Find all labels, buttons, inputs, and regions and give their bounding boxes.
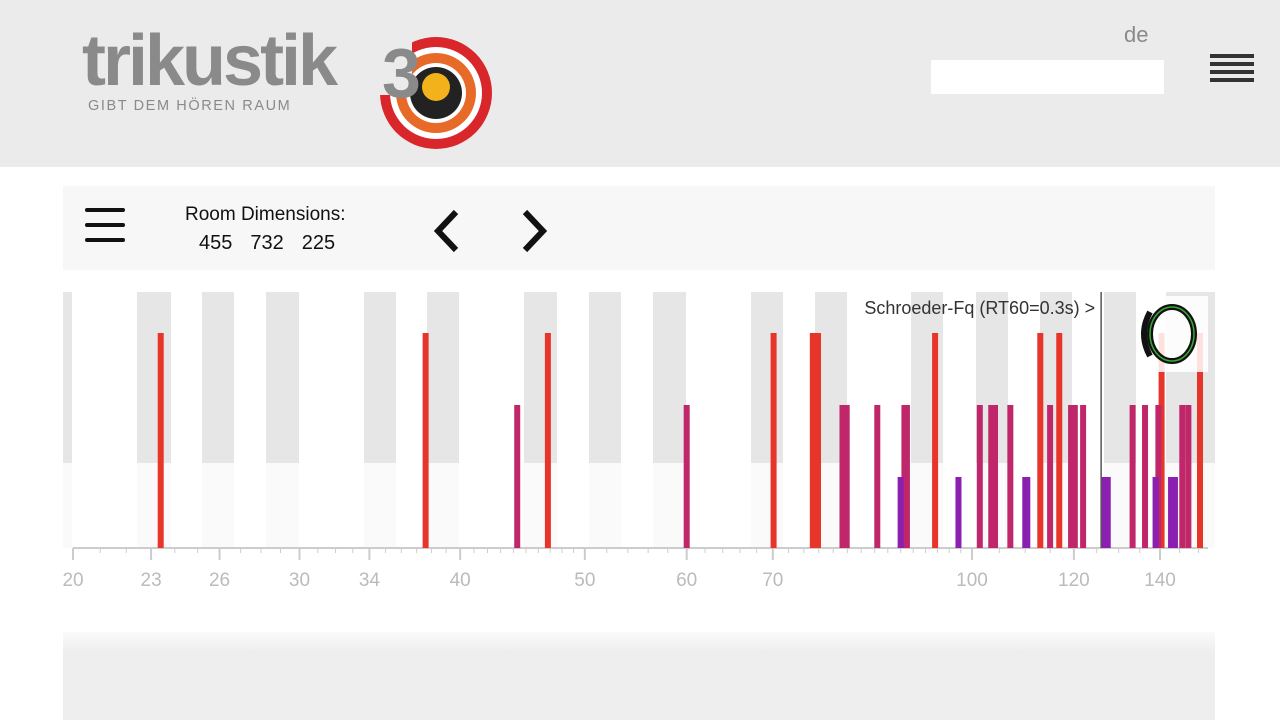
mode-bar-axial (157, 333, 164, 548)
schroeder-label: Schroeder-Fq (RT60=0.3s) > (864, 298, 1095, 318)
trikustik-logo[interactable]: trikustik GIBT DEM HÖREN RAUM 3 (82, 21, 492, 150)
mode-bar-tangential (1068, 405, 1075, 548)
mode-bar-tangential (1185, 405, 1192, 548)
mode-bar-oblique (1024, 477, 1031, 548)
key-band-lower (653, 463, 686, 548)
mode-bar-tangential (992, 405, 999, 548)
mode-bar-tangential (903, 405, 910, 548)
key-band (1040, 292, 1072, 463)
main-menu-icon[interactable] (1210, 54, 1254, 90)
hamburger-menu-icon[interactable] (85, 208, 125, 250)
mode-bar-tangential (1129, 405, 1136, 548)
mode-bar-tangential (683, 405, 690, 548)
mode-bar-tangential (514, 405, 521, 548)
room-modes-chart: 20 23 26 30 34 40 50 60 70 100 120 140 Schroeder-Fq … (63, 292, 1215, 591)
logo-tagline: GIBT DEM HÖREN RAUM (88, 98, 292, 114)
x-tick-label: 26 (209, 570, 230, 591)
key-band (751, 292, 783, 463)
key-band (137, 292, 171, 463)
key-band (364, 292, 396, 463)
key-band-lower (1040, 463, 1072, 548)
logo-digit: 3 (382, 35, 421, 112)
x-tick-label: 40 (450, 570, 471, 591)
x-tick-label: 100 (956, 570, 988, 591)
key-band (589, 292, 621, 463)
refresh-spinner-icon[interactable] (1136, 296, 1208, 372)
mode-bar-tangential (988, 405, 995, 548)
mode-bar-oblique (955, 477, 962, 548)
key-band-lower (364, 463, 396, 548)
mode-bar-axial (1037, 333, 1044, 548)
key-band-lower (589, 463, 621, 548)
key-band-lower (137, 463, 171, 548)
room-toolbar: Room Dimensions: 455 732 225 (63, 186, 1215, 270)
x-tick-label: 140 (1144, 570, 1176, 591)
mode-bar-oblique (1104, 477, 1111, 548)
mode-bar-axial (1197, 333, 1204, 548)
mode-bar-axial (770, 333, 777, 548)
mode-bar-oblique (1152, 477, 1159, 548)
mode-bar-axial (1056, 333, 1063, 548)
dimension-width[interactable]: 732 (250, 232, 284, 254)
dimension-height[interactable]: 225 (301, 232, 336, 254)
key-band (653, 292, 686, 463)
content-section (63, 632, 1215, 720)
mode-bar-tangential (1142, 405, 1149, 548)
mode-bar-axial (544, 333, 551, 548)
mode-bar-oblique (1171, 477, 1178, 548)
key-band-lower (524, 463, 557, 548)
key-band (524, 292, 557, 463)
key-band-lower (751, 463, 783, 548)
mode-bar-tangential (839, 405, 846, 548)
key-band (266, 292, 299, 463)
x-tick-label: 50 (574, 570, 595, 591)
mode-bar-tangential (874, 405, 881, 548)
logo-circles-icon: 3 (372, 35, 492, 149)
language-switch[interactable]: de (1124, 22, 1149, 47)
key-band (202, 292, 234, 463)
key-band-lower (427, 463, 459, 548)
next-arrow-icon[interactable] (513, 206, 553, 256)
x-tick-label: 23 (141, 570, 162, 591)
mode-bar-axial (809, 333, 816, 548)
mode-bar-oblique (1168, 477, 1175, 548)
key-band-lower (266, 463, 299, 548)
mode-bar-oblique (1101, 477, 1108, 548)
mode-bar-tangential (843, 405, 850, 548)
key-band (427, 292, 459, 463)
key-band-lower (202, 463, 234, 548)
logo-wordmark: trikustik (82, 21, 338, 101)
x-tick-label: 120 (1058, 570, 1090, 591)
room-dimensions-values: 455 732 225 (199, 232, 353, 255)
mode-bar-tangential (1155, 405, 1162, 548)
loading-overlay (1136, 296, 1208, 372)
site-header: trikustik GIBT DEM HÖREN RAUM 3 de (0, 0, 1280, 167)
key-band-lower (911, 463, 943, 548)
x-tick-label: 34 (359, 570, 381, 591)
mode-bar-tangential (1047, 405, 1054, 548)
mode-bar-axial (814, 333, 821, 548)
mode-bar-axial (932, 333, 939, 548)
room-dimensions-label: Room Dimensions: (185, 204, 346, 225)
x-tick-label: 60 (676, 570, 697, 591)
mode-bar-tangential (1071, 405, 1078, 548)
mode-bar-axial (422, 333, 429, 548)
key-band (63, 292, 72, 463)
mode-bar-oblique (897, 477, 904, 548)
x-tick-label: 30 (289, 570, 310, 591)
mode-bar-tangential (1080, 405, 1087, 548)
dimension-length[interactable]: 455 (199, 232, 233, 254)
mode-bar-tangential (1179, 405, 1186, 548)
mode-bar-tangential (1007, 405, 1014, 548)
x-tick-label: 20 (63, 570, 84, 591)
x-tick-label: 70 (762, 570, 783, 591)
search-input[interactable] (931, 60, 1164, 94)
previous-arrow-icon[interactable] (428, 206, 468, 256)
key-band-lower (63, 463, 72, 548)
mode-bar-tangential (976, 405, 983, 548)
mode-bar-axial (1158, 333, 1165, 548)
